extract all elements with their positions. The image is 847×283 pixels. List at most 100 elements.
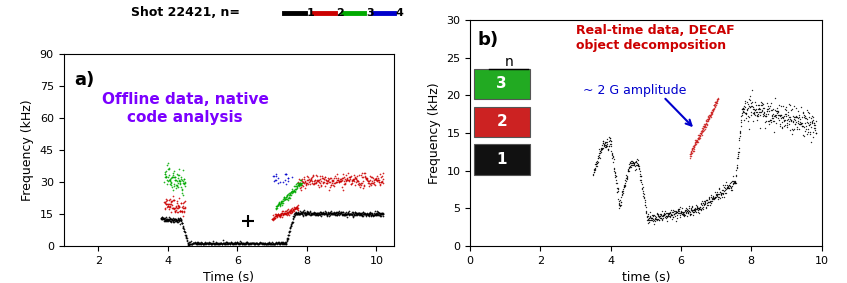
Point [613,198,627,203]
Point [169,219,182,223]
Point [804,119,817,124]
Point [273,202,286,206]
Point [371,213,385,217]
Point [166,188,180,192]
Point [736,106,750,110]
Point [338,177,352,181]
Point [295,177,308,182]
Point [293,211,307,215]
Point [727,180,740,185]
Point [648,216,662,220]
Point [366,176,379,181]
Point [765,107,778,112]
Point [292,177,306,182]
Point [268,216,282,220]
Point [601,138,615,143]
Point [354,183,368,187]
Point [265,241,279,246]
Point [339,181,352,185]
Point [276,197,290,201]
Point [312,177,325,182]
Point [639,209,653,213]
Point [672,206,685,211]
Point [745,113,758,118]
Point [284,193,297,198]
Point [172,181,185,185]
Point [686,208,700,213]
Point [331,175,345,180]
Point [360,211,374,215]
Point [778,106,792,111]
Point [292,184,306,188]
Point [623,164,637,169]
Point [332,211,346,216]
Point [601,147,615,152]
Point [241,240,254,244]
Point [314,212,328,216]
Point [206,241,219,246]
Point [306,173,319,177]
Point [710,102,723,107]
Point [691,140,705,144]
Point [246,242,260,246]
Point [740,107,754,112]
Point [801,120,815,125]
Point [625,158,639,163]
Point [272,239,285,244]
Point [607,169,621,173]
Point [664,211,678,216]
Point [268,242,281,246]
Point [319,178,333,182]
Point [757,111,771,115]
Point [794,122,807,127]
Point [305,181,318,186]
Point [720,185,734,189]
Point [667,215,680,219]
Point [243,241,257,245]
Point [162,217,175,222]
Point [687,145,700,149]
Point [306,179,319,183]
Point [182,241,196,246]
Point [318,181,332,186]
Point [654,215,667,220]
Point [325,178,339,182]
Point [609,174,623,178]
Point [599,145,612,149]
Point [296,178,309,183]
Point [726,173,739,178]
Point [197,242,211,246]
Point [302,177,316,181]
Point [737,106,750,110]
Point [705,197,718,201]
Point [290,211,303,216]
Point [310,213,324,217]
Point [242,242,256,246]
Point [177,181,191,186]
Point [699,124,712,129]
Point [699,119,712,123]
Point [590,159,604,164]
Point [313,178,326,183]
Point [219,242,232,246]
Point [623,160,637,164]
Point [175,187,189,191]
Point [286,217,300,222]
Point [368,211,381,215]
Point [702,195,716,200]
Point [695,132,709,137]
Point [363,177,377,182]
Point [271,176,285,180]
Point [260,242,274,246]
Point [614,200,628,204]
Point [172,217,185,221]
X-axis label: Time (s): Time (s) [203,271,254,283]
Point [348,211,362,215]
Point [784,119,798,124]
Point [208,242,222,246]
Point [350,211,363,216]
Point [317,179,330,184]
Point [686,149,700,154]
Point [253,240,267,244]
Point [662,211,676,215]
